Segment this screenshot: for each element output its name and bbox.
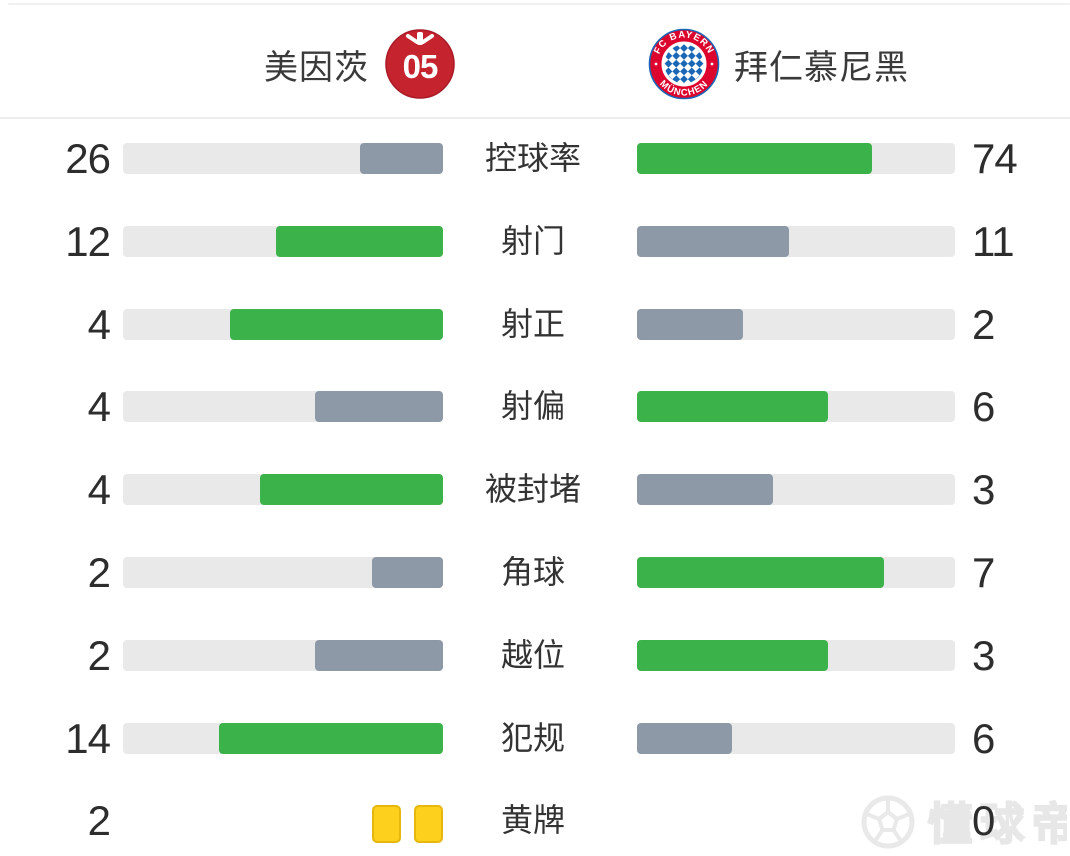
- stat-label: 射正: [500, 305, 565, 342]
- home-stat-value: 12: [65, 217, 111, 265]
- yellow-cards-group: [123, 805, 443, 844]
- away-bar-fill: [637, 225, 790, 257]
- football-icon: [861, 795, 915, 849]
- away-stat-value: 2: [972, 300, 995, 348]
- header-divider: [0, 117, 1070, 119]
- stat-row-blocked-shots: 4 被封堵 3: [0, 466, 1070, 514]
- stat-row-offsides: 2 越位 3: [0, 631, 1070, 679]
- home-stat-bar: [123, 391, 443, 423]
- team-away: FC BAYERN MÜNCHEN 拜仁慕尼黑: [648, 28, 909, 100]
- away-stat-value: 6: [972, 383, 995, 431]
- top-border-line: [8, 3, 1070, 5]
- home-stat-value: 2: [87, 548, 111, 596]
- stat-row-fouls: 14 犯规 6: [0, 714, 1070, 762]
- home-bar-fill: [359, 143, 443, 174]
- away-stat-bar: [637, 639, 955, 671]
- home-stat-bar: [123, 639, 443, 671]
- stat-row-shots-on-target: 4 射正 2: [0, 300, 1070, 348]
- away-stat-bar: [637, 556, 955, 588]
- mainz-badge-text: 05: [403, 48, 438, 85]
- mainz-05-logo-icon: 05: [385, 29, 455, 99]
- away-bar-fill: [637, 639, 828, 671]
- stat-row-possession: 26 控球率 74: [0, 135, 1070, 182]
- yellow-card-icon: [414, 805, 443, 844]
- home-yellow-cards-area: [123, 805, 443, 844]
- away-stat-value: 0: [972, 797, 995, 845]
- stat-label: 射门: [500, 222, 565, 259]
- away-stat-bar: [637, 308, 955, 340]
- watermark-dongqiudi: 懂球帝: [861, 795, 1067, 850]
- home-stat-bar: [123, 474, 443, 506]
- away-stat-value: 3: [972, 466, 995, 514]
- away-stat-bar: [637, 722, 955, 754]
- home-stat-bar: [123, 556, 443, 588]
- stat-label: 越位: [500, 636, 565, 673]
- away-stat-value: 74: [972, 135, 1018, 182]
- away-bar-fill: [637, 391, 828, 423]
- stat-label: 被封堵: [484, 471, 581, 508]
- yellow-card-icon: [372, 805, 401, 844]
- stat-label: 黄牌: [500, 802, 565, 839]
- home-bar-fill: [315, 391, 443, 423]
- home-bar-fill: [315, 639, 443, 671]
- away-stat-bar: [637, 225, 955, 257]
- home-stat-value: 4: [87, 466, 111, 514]
- home-bar-fill: [219, 722, 443, 754]
- watermark-text: 懂球帝: [928, 800, 1067, 849]
- home-stat-value: 4: [87, 383, 111, 431]
- home-bar-fill: [371, 556, 443, 588]
- home-stat-value: 4: [87, 300, 111, 348]
- stat-row-shots-off-target: 4 射偏 6: [0, 383, 1070, 431]
- away-bar-fill: [637, 143, 873, 174]
- away-stat-value: 7: [972, 548, 995, 596]
- away-bar-fill: [637, 556, 885, 588]
- home-stat-bar: [123, 143, 443, 174]
- home-stat-value: 2: [87, 631, 111, 679]
- stat-label: 控球率: [484, 140, 581, 176]
- stat-label: 犯规: [500, 719, 565, 756]
- away-bar-fill: [637, 474, 774, 506]
- home-stat-value: 2: [87, 797, 111, 845]
- home-team-name: 美因茨: [264, 48, 369, 87]
- home-bar-fill: [276, 225, 443, 257]
- away-stat-value: 3: [972, 631, 995, 679]
- home-stat-value: 26: [65, 135, 111, 182]
- away-bar-fill: [637, 722, 733, 754]
- home-stat-value: 14: [65, 714, 111, 762]
- away-stat-value: 11: [972, 217, 1015, 265]
- stat-row-shots: 12 射门 11: [0, 217, 1070, 265]
- bayern-munich-logo-icon: FC BAYERN MÜNCHEN: [648, 28, 720, 100]
- away-team-name: 拜仁慕尼黑: [734, 48, 909, 87]
- team-home: 美因茨 05: [0, 28, 456, 100]
- stat-label: 角球: [500, 553, 565, 590]
- home-stat-bar: [123, 722, 443, 754]
- away-stat-bar: [637, 474, 955, 506]
- away-bar-fill: [637, 308, 743, 340]
- home-bar-fill: [229, 308, 443, 340]
- away-yellow-cards-area: [637, 805, 955, 836]
- home-stat-bar: [123, 225, 443, 257]
- away-stat-value: 6: [972, 714, 995, 762]
- away-stat-bar: [637, 143, 955, 174]
- away-stat-bar: [637, 391, 955, 423]
- home-bar-fill: [260, 474, 443, 506]
- stat-row-yellow-cards: 2 黄牌 0: [0, 797, 1070, 845]
- stats-list: 26 控球率 74 12 射门 11 4 射正 2 4 射偏 6: [0, 135, 1070, 845]
- home-stat-bar: [123, 308, 443, 340]
- stat-label: 射偏: [500, 388, 565, 425]
- stat-row-corners: 2 角球 7: [0, 548, 1070, 596]
